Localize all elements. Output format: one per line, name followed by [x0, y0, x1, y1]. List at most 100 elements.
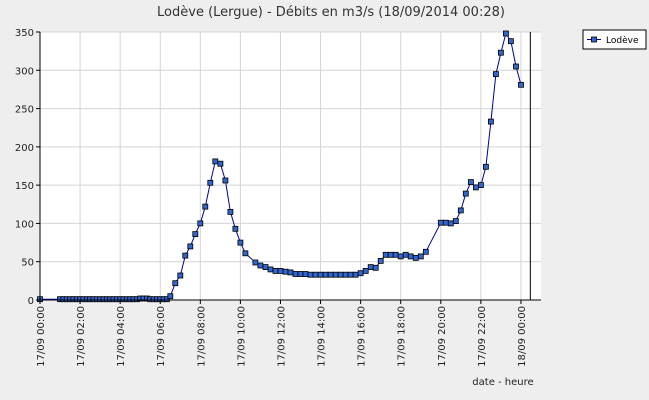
- data-point: [382, 251, 389, 258]
- data-point: [272, 267, 279, 274]
- data-point: [477, 182, 484, 189]
- data-point: [222, 177, 229, 184]
- data-point: [387, 251, 394, 258]
- data-point: [357, 270, 364, 277]
- data-point: [467, 179, 474, 186]
- data-point: [302, 271, 309, 277]
- data-point: [422, 248, 429, 255]
- x-tick-label: 18/09 00:00: [517, 306, 528, 367]
- data-point: [267, 266, 274, 273]
- data-point: [513, 63, 519, 70]
- data-point: [417, 253, 424, 260]
- legend: Lodève: [582, 29, 647, 50]
- data-point: [397, 253, 404, 260]
- data-point: [257, 262, 264, 269]
- data-point: [237, 239, 244, 246]
- x-tick-label: 17/09 18:00: [397, 306, 408, 367]
- x-tick-label: 17/09 12:00: [276, 306, 287, 367]
- data-point: [497, 49, 504, 56]
- chart-title: Lodève (Lergue) - Débits en m3/s (18/09/…: [157, 5, 505, 20]
- data-point: [187, 243, 194, 250]
- legend-entry: Lodève: [606, 35, 639, 46]
- data-point: [202, 203, 209, 210]
- data-point: [437, 219, 444, 226]
- legend-marker-swatch: [591, 36, 597, 43]
- data-point: [472, 184, 479, 191]
- plot-area: [40, 32, 541, 300]
- data-point: [377, 257, 384, 264]
- data-point: [447, 220, 454, 227]
- legend-box: [582, 29, 647, 50]
- x-axis-label: date - heure: [472, 377, 533, 388]
- data-point: [367, 264, 374, 271]
- x-tick-label: 17/09 00:00: [36, 306, 47, 367]
- data-point: [297, 271, 304, 277]
- data-point: [282, 268, 289, 275]
- x-tick-label: 17/09 02:00: [76, 306, 87, 367]
- x-tick-label: 17/09 22:00: [477, 306, 488, 367]
- data-point: [462, 190, 469, 197]
- y-tick-label: 300: [15, 66, 34, 77]
- series-markers: [37, 30, 524, 303]
- data-point: [232, 225, 239, 232]
- x-tick-label: 17/09 08:00: [196, 306, 207, 367]
- data-point: [217, 160, 224, 167]
- data-point: [402, 251, 409, 258]
- y-tick-label: 50: [21, 258, 34, 269]
- x-axis-ticks: 17/09 00:00 17/09 02:00 17/09 04:00 17/09 0…: [36, 300, 528, 367]
- data-point: [182, 252, 189, 259]
- data-point: [452, 218, 459, 225]
- data-point: [347, 271, 354, 278]
- data-point: [287, 269, 294, 276]
- data-point: [197, 220, 204, 227]
- y-tick-label: 250: [15, 105, 34, 116]
- axes: [39, 32, 541, 301]
- data-point: [518, 81, 524, 88]
- data-point: [337, 271, 344, 278]
- gridlines: [39, 31, 541, 301]
- data-point: [492, 71, 499, 77]
- data-point: [292, 271, 299, 277]
- y-tick-label: 350: [15, 28, 34, 39]
- data-point: [242, 250, 249, 257]
- data-point: [177, 272, 184, 279]
- x-tick-label: 17/09 14:00: [317, 306, 328, 367]
- data-point: [252, 259, 259, 266]
- data-point: [312, 271, 319, 278]
- data-point: [307, 271, 314, 278]
- y-tick-label: 0: [28, 296, 34, 307]
- x-tick-label: 17/09 10:00: [236, 306, 247, 367]
- x-tick-label: 17/09 16:00: [357, 306, 368, 367]
- data-point: [163, 296, 170, 303]
- data-point: [442, 219, 449, 226]
- data-point: [167, 293, 174, 300]
- x-tick-label: 17/09 04:00: [116, 306, 127, 367]
- data-point: [172, 280, 179, 287]
- data-point: [332, 271, 339, 278]
- data-point: [502, 30, 509, 37]
- data-point: [507, 38, 514, 45]
- data-point: [262, 264, 269, 271]
- data-point: [412, 254, 419, 261]
- data-point: [207, 179, 214, 186]
- data-point: [212, 158, 219, 165]
- y-tick-label: 200: [15, 143, 34, 154]
- y-axis-ticks: 0 50 100 150 200 250 300 350: [15, 28, 40, 307]
- data-point: [317, 271, 324, 278]
- data-point: [342, 271, 349, 278]
- data-point: [407, 253, 414, 260]
- y-tick-label: 150: [15, 181, 34, 192]
- data-point: [487, 118, 494, 125]
- x-tick-label: 17/09 20:00: [437, 306, 448, 367]
- data-point: [392, 251, 399, 258]
- data-point: [482, 163, 489, 170]
- data-point: [362, 267, 369, 274]
- data-point: [352, 271, 359, 278]
- data-point: [322, 271, 329, 278]
- y-tick-label: 100: [15, 219, 34, 230]
- data-point: [457, 207, 464, 214]
- data-point: [327, 271, 334, 278]
- data-point: [227, 208, 234, 215]
- data-point: [192, 231, 199, 238]
